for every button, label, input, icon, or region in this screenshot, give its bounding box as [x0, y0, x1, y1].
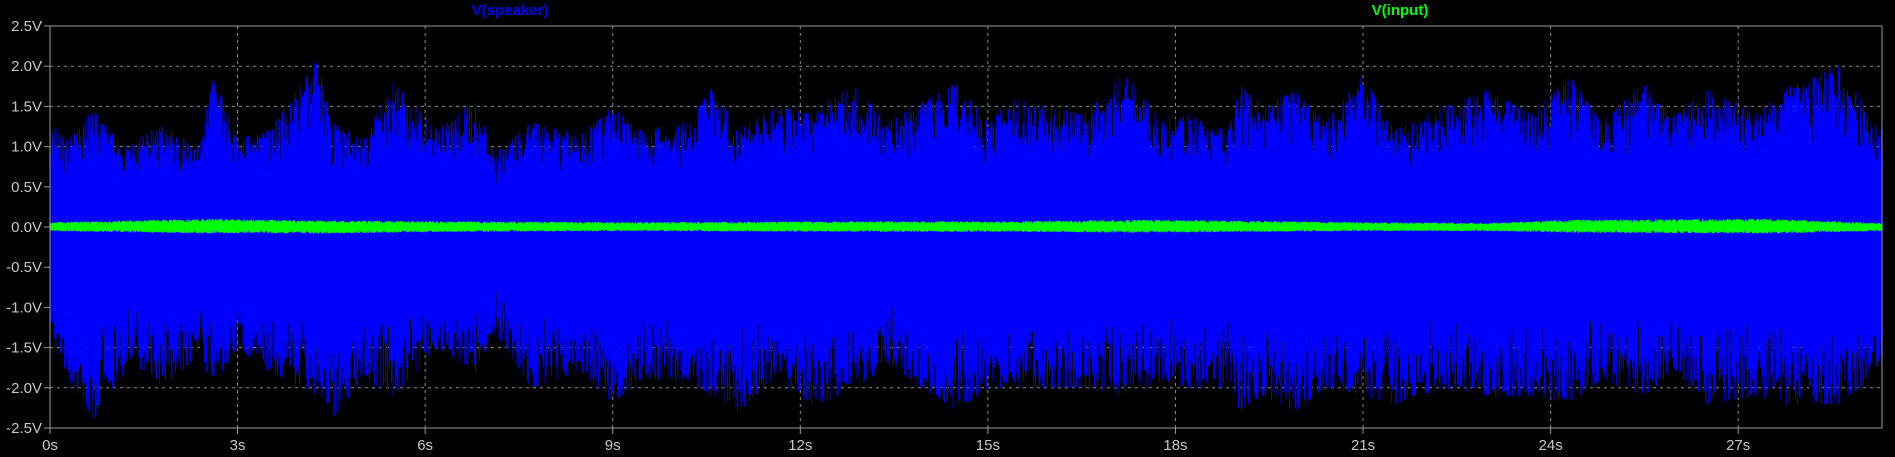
- y-tick-label: -1.0V: [6, 299, 42, 316]
- y-tick-label: -1.5V: [6, 340, 42, 357]
- y-tick-label: -2.0V: [6, 380, 42, 397]
- y-tick-label: 2.5V: [11, 18, 42, 35]
- legend-entry-1[interactable]: V(input): [1372, 2, 1429, 19]
- y-tick-label: 2.0V: [11, 58, 42, 75]
- x-tick-label: 18s: [1163, 437, 1187, 454]
- y-tick-label: -2.5V: [6, 420, 42, 437]
- legend-entry-0[interactable]: V(speaker): [472, 2, 549, 19]
- x-tick-label: 6s: [417, 437, 433, 454]
- x-tick-label: 21s: [1351, 437, 1375, 454]
- y-tick-label: 1.5V: [11, 98, 42, 115]
- x-tick-label: 15s: [976, 437, 1000, 454]
- x-tick-label: 12s: [788, 437, 812, 454]
- y-tick-label: 0.5V: [11, 179, 42, 196]
- x-tick-label: 24s: [1539, 437, 1563, 454]
- series-peaks-0: [55, 64, 1864, 419]
- series-peaks-1: [52, 219, 1880, 234]
- legend: V(speaker) V(input): [472, 2, 1429, 19]
- y-tick-label: -0.5V: [6, 259, 42, 276]
- x-tick-label: 9s: [605, 437, 621, 454]
- y-tick-label: 1.0V: [11, 139, 42, 156]
- y-tick-label: 0.0V: [11, 219, 42, 236]
- x-tick-label: 0s: [42, 437, 58, 454]
- y-axis-ticks: 2.5V 2.0V 1.5V 1.0V 0.5V 0.0V -0.5V -1.0V -1.5V -…: [6, 18, 50, 437]
- x-tick-label: 3s: [230, 437, 246, 454]
- x-axis-ticks: 0s 3s 6s 9s 12s 15s 18s 21s 24s 27s: [42, 428, 1750, 454]
- x-tick-label: 27s: [1726, 437, 1750, 454]
